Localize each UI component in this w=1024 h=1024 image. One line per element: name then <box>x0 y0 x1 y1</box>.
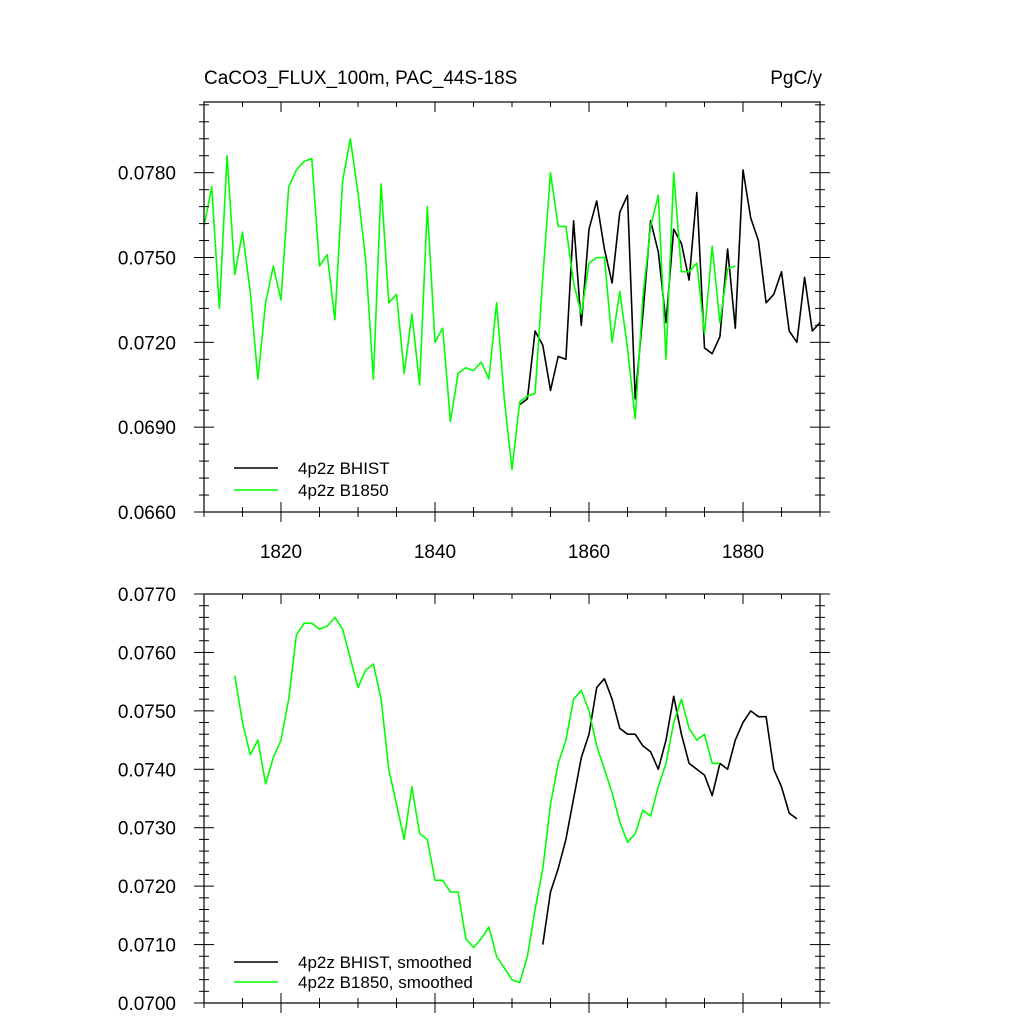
top-plot-frame <box>203 101 821 513</box>
top-y-tick-label: 0.0690 <box>118 418 176 439</box>
top-x-tick-label: 1820 <box>260 542 302 563</box>
bottom-y-tick-label: 0.0770 <box>118 585 176 606</box>
chart-bottom: 0.0700 0.0710 0.0720 0.0730 0.0740 0.0750 0.07… <box>118 585 830 1015</box>
bottom-series-b1850-line <box>234 616 720 984</box>
chart-top-title: CaCO3_FLUX_100m, PAC_44S-18S <box>204 68 517 89</box>
chart-top-units: PgC/y <box>770 68 822 89</box>
bottom-y-tick-label: 0.0750 <box>118 702 176 723</box>
bottom-y-tick-label: 0.0700 <box>118 994 176 1015</box>
top-y-tick-label: 0.0780 <box>118 164 176 185</box>
bottom-y-tick-label: 0.0710 <box>118 936 176 957</box>
top-legend-label: 4p2z BHIST <box>298 459 390 478</box>
bottom-plot-frame <box>203 593 821 1004</box>
bottom-legend-label: 4p2z BHIST, smoothed <box>298 953 472 972</box>
top-y-tick-label: 0.0720 <box>118 333 176 354</box>
top-series-b1850-line <box>203 138 736 471</box>
top-y-tick-label: 0.0660 <box>118 503 176 524</box>
chart-top-legend: 4p2z BHIST 4p2z B1850 <box>234 459 390 500</box>
bottom-series-bhist-line <box>542 677 798 945</box>
chart-top: CaCO3_FLUX_100m, PAC_44S-18S PgC/y 1820 1… <box>118 68 830 563</box>
top-x-tick-label: 1860 <box>568 542 610 563</box>
bottom-legend-label: 4p2z B1850, smoothed <box>298 973 473 992</box>
top-x-tick-label: 1840 <box>414 542 456 563</box>
bottom-y-tick-label: 0.0760 <box>118 643 176 664</box>
top-legend-label: 4p2z B1850 <box>298 481 389 500</box>
top-y-tick-label: 0.0750 <box>118 249 176 270</box>
bottom-y-tick-label: 0.0730 <box>118 819 176 840</box>
bottom-y-tick-label: 0.0720 <box>118 877 176 898</box>
top-series-bhist-line <box>519 169 821 406</box>
top-x-tick-label: 1880 <box>722 542 764 563</box>
bottom-y-tick-label: 0.0740 <box>118 760 176 781</box>
